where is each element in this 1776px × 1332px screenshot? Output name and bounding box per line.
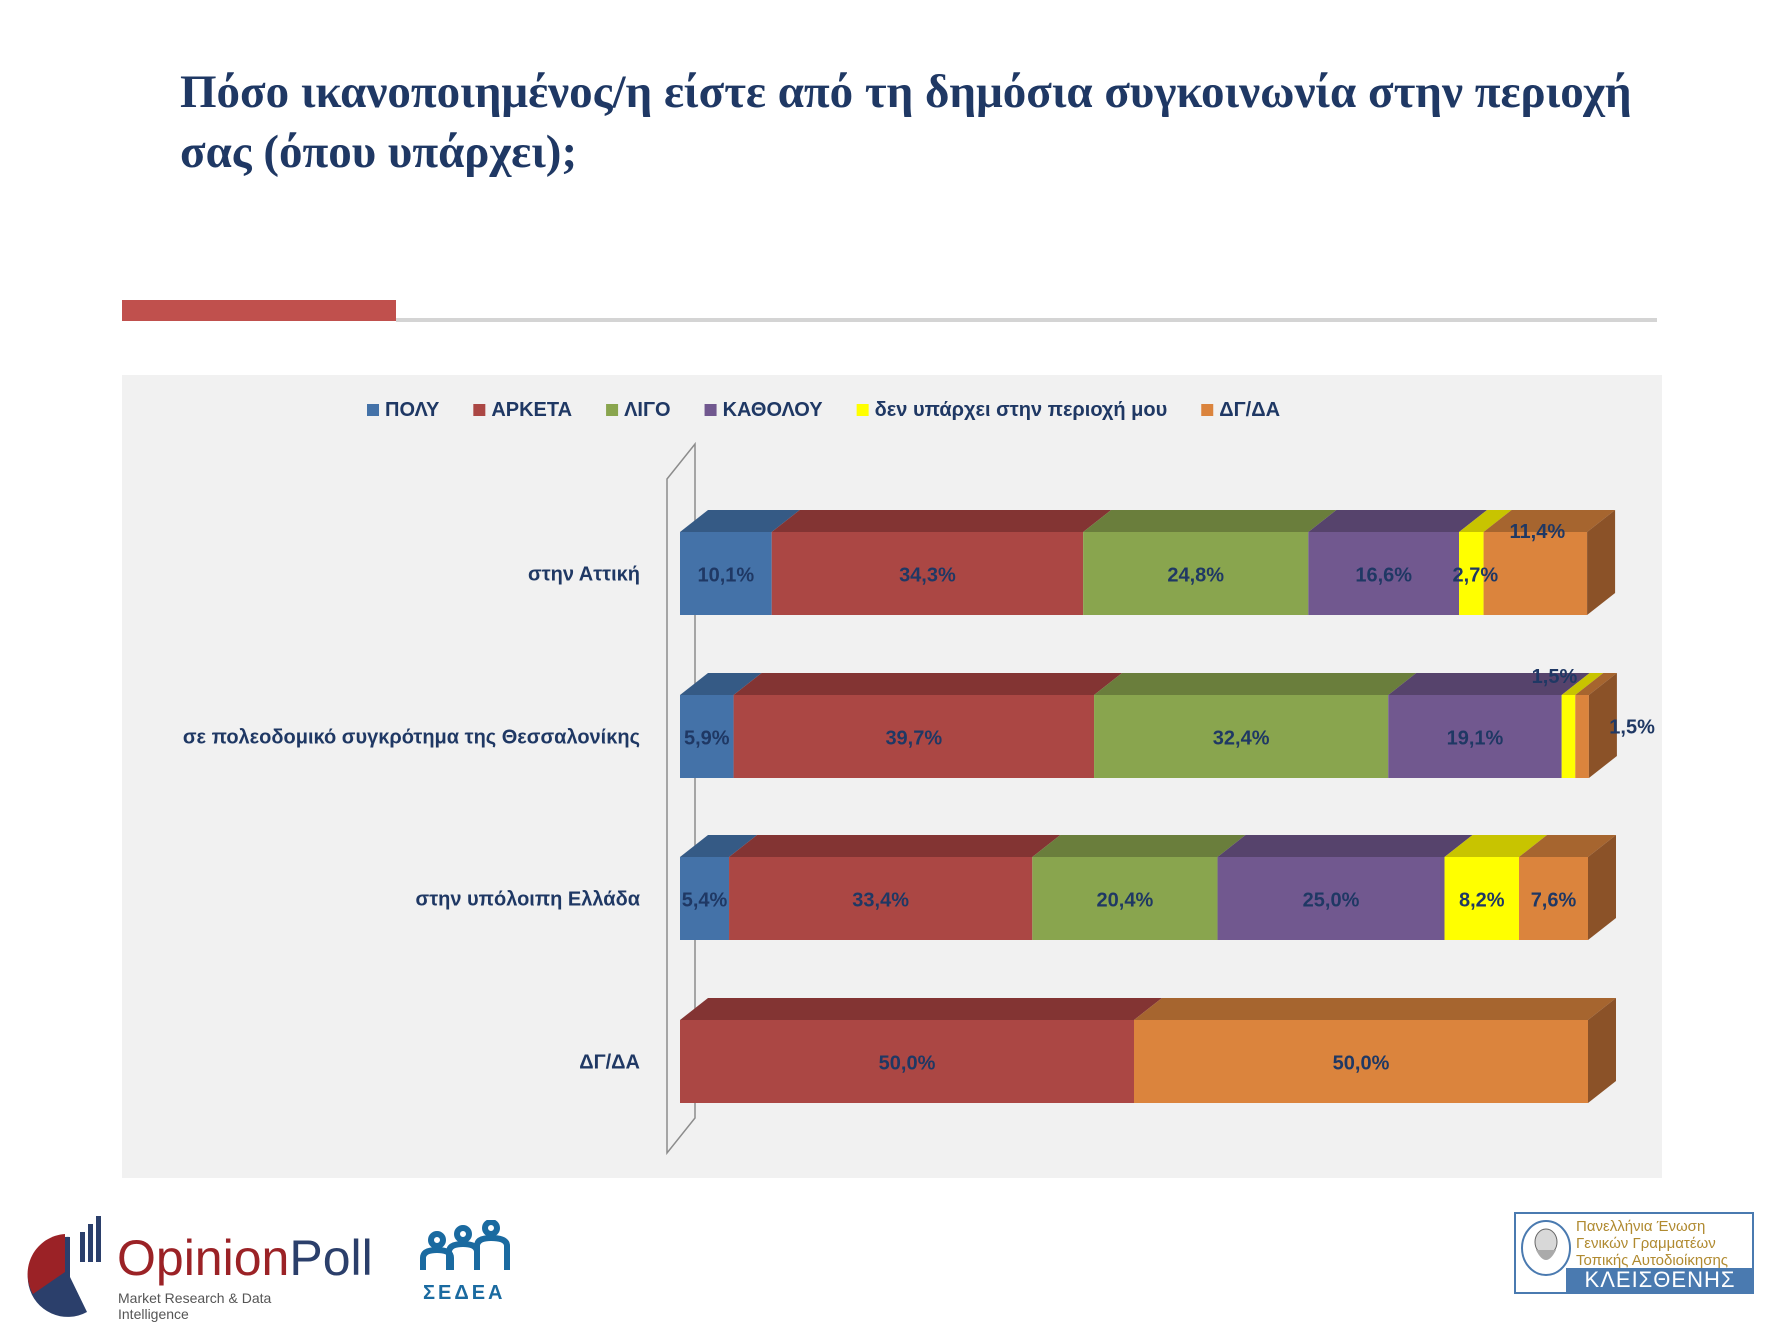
kleisthenis-logo: Πανελλήνια Ένωση Γενικών Γραμματέων Τοπι… — [1514, 1212, 1758, 1296]
sedea-logo: ΣΕΔΕΑ — [415, 1220, 535, 1310]
bar-segment-top — [729, 835, 1061, 857]
legend-label: ΔΓ/ΔΑ — [1219, 399, 1280, 421]
data-label: 50,0% — [879, 1053, 936, 1075]
bar-segment-top — [1217, 835, 1473, 857]
data-label: 34,3% — [899, 565, 956, 587]
data-label: 19,1% — [1447, 728, 1504, 750]
opinionpoll-pie-icon — [27, 1216, 101, 1317]
data-label: 5,9% — [684, 728, 730, 750]
bar-segment — [1134, 1020, 1588, 1103]
bar-segment — [1217, 857, 1445, 940]
data-label: 32,4% — [1213, 728, 1270, 750]
bar-segment-top — [1575, 673, 1617, 695]
data-label: 1,5% — [1609, 717, 1655, 739]
bar-segment — [680, 1020, 1134, 1103]
bar-segment-top — [1459, 510, 1512, 532]
bar-side — [1588, 673, 1617, 778]
slide-title: Πόσο ικανοποιημένος/η είστε από τη δημόσ… — [180, 66, 1632, 178]
bar-segment-top — [1444, 835, 1547, 857]
bar-side — [1587, 510, 1616, 615]
bar-segment — [771, 532, 1084, 615]
data-label: 39,7% — [885, 728, 942, 750]
bar-segment — [1032, 857, 1218, 940]
bar-segment-top — [733, 673, 1123, 695]
category-label: στην υπόλοιπη Ελλάδα — [416, 889, 641, 911]
data-label: 50,0% — [1333, 1053, 1390, 1075]
bar-segment-top — [680, 673, 762, 695]
bar-segment — [1483, 532, 1588, 615]
legend-swatch — [473, 404, 486, 416]
chart-panel: ΠΟΛΥ ΑΡΚΕΤΑ ΛΙΓΟ ΚΑΘΟΛΟΥ δεν υπάρχει στην πε… — [122, 375, 1662, 1178]
legend-label: ΛΙΓΟ — [624, 399, 670, 421]
category-label: σε πολεοδομικό συγκρότημα της Θεσσαλονίκ… — [183, 727, 640, 749]
bar-segment-top — [1388, 673, 1590, 695]
opinionpoll-logo: OpinionPoll Market Research & Data Intel… — [25, 1212, 373, 1322]
bar-segment — [680, 532, 772, 615]
bar-segment-top — [680, 835, 758, 857]
bar-segment — [680, 695, 734, 778]
data-label: 2,7% — [1453, 565, 1499, 587]
bar-segment — [1518, 857, 1588, 940]
data-label: 24,8% — [1167, 565, 1224, 587]
category-label: στην Αττική — [528, 564, 640, 586]
bar-segment-top — [1094, 673, 1417, 695]
kleisthenis-band: ΚΛΕΙΣΘΕΝΗΣ — [1566, 1268, 1754, 1292]
legend-swatch — [856, 404, 869, 416]
bar-segment-top — [1083, 510, 1337, 532]
data-label: 16,6% — [1355, 565, 1412, 587]
bar-side — [1588, 835, 1616, 940]
bar-segment — [1444, 857, 1519, 940]
data-label: 11,4% — [1510, 521, 1566, 543]
data-label: 1,5% — [1532, 666, 1578, 688]
bar-segment — [1459, 532, 1484, 615]
data-label: 5,4% — [682, 890, 728, 912]
bar-segment — [1308, 532, 1460, 615]
legend-swatch — [606, 404, 619, 416]
bar-segment-top — [680, 510, 800, 532]
data-label: 10,1% — [697, 565, 754, 587]
bar-segment — [1561, 695, 1576, 778]
title-divider-line — [396, 318, 1657, 322]
bar-segment — [1094, 695, 1389, 778]
bar-segment-top — [1134, 998, 1616, 1020]
bar-segment-top — [1518, 835, 1616, 857]
title-accent-bar — [122, 300, 396, 321]
axis-wall — [666, 441, 696, 1156]
kleisthenis-bust-icon — [1521, 1220, 1571, 1276]
sedea-people-icon — [420, 1220, 510, 1270]
stacked-bar-chart: ΠΟΛΥ ΑΡΚΕΤΑ ΛΙΓΟ ΚΑΘΟΛΟΥ δεν υπάρχει στην πε… — [183, 399, 1655, 1156]
data-label: 20,4% — [1097, 890, 1154, 912]
kleisthenis-org-name: Πανελλήνια Ένωση Γενικών Γραμματέων Τοπι… — [1576, 1218, 1729, 1269]
data-label: 7,6% — [1531, 890, 1577, 912]
legend-label: δεν υπάρχει στην περιοχή μου — [875, 399, 1168, 421]
data-label: 25,0% — [1303, 890, 1360, 912]
legend-swatch — [367, 404, 379, 416]
data-label: 8,2% — [1459, 890, 1505, 912]
bar-segment — [733, 695, 1095, 778]
legend-swatch — [1201, 404, 1214, 416]
opinionpoll-tagline: Market Research & Data Intelligence — [118, 1290, 272, 1322]
bar-segment — [1083, 532, 1309, 615]
legend-swatch — [704, 404, 717, 416]
bar-segment — [1388, 695, 1562, 778]
legend-label: ΚΑΘΟΛΟΥ — [723, 399, 824, 421]
legend-label: ΑΡΚΕΤΑ — [491, 399, 572, 421]
bar-segment — [1575, 695, 1589, 778]
legend-label: ΠΟΛΥ — [385, 399, 440, 421]
category-label: ΔΓ/ΔΑ — [579, 1052, 640, 1074]
bar-segment-top — [1561, 673, 1604, 695]
sedea-wordmark: ΣΕΔΕΑ — [423, 1282, 506, 1304]
bar-segment — [680, 857, 730, 940]
bar-segment-top — [680, 998, 1162, 1020]
bar-segment-top — [1032, 835, 1246, 857]
bar-segment-top — [1483, 510, 1616, 532]
data-label: 33,4% — [852, 890, 909, 912]
opinionpoll-wordmark: OpinionPoll — [117, 1230, 373, 1286]
bar-segment-top — [1308, 510, 1488, 532]
bar-segment-top — [771, 510, 1112, 532]
bar-side — [1588, 998, 1616, 1103]
bar-segment — [729, 857, 1033, 940]
